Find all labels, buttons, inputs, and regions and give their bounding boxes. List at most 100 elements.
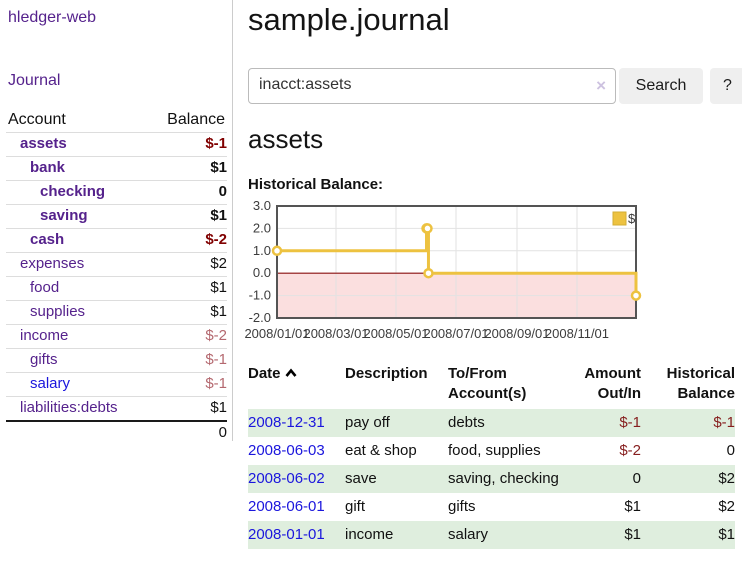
- search-button[interactable]: Search: [619, 68, 703, 104]
- main-content: sample.journal × Search ? assets Histori…: [240, 0, 742, 582]
- column-header-amount[interactable]: Amount Out/In: [584, 365, 641, 402]
- transaction-date[interactable]: 2008-01-01: [248, 521, 345, 549]
- transaction-balance: $2: [718, 498, 735, 515]
- sidebar-accounts-body: assets $-1 bank $1 checking 0 saving $1 cash $-2 e…: [6, 132, 227, 421]
- accounts-header-row: Account Balance: [6, 109, 227, 133]
- accounts-total-row: 0: [6, 420, 227, 445]
- page-title: sample.journal: [248, 2, 450, 37]
- transaction-date[interactable]: 2008-06-02: [248, 465, 345, 493]
- transaction-date-link[interactable]: 2008-06-01: [248, 498, 325, 515]
- account-row: supplies $1: [6, 300, 227, 325]
- account-link[interactable]: expenses: [20, 255, 85, 272]
- x-tick-label: 2008/09/01: [484, 326, 549, 341]
- transaction-description: income: [345, 521, 448, 549]
- transactions-body: 2008-12-31 pay off debts $-1 $-1 2008-06-03 ea…: [248, 409, 735, 549]
- account-link[interactable]: bank: [30, 159, 66, 176]
- account-balance: $1: [148, 156, 227, 181]
- transaction-date-link[interactable]: 2008-01-01: [248, 526, 325, 543]
- accounts-table: Account Balance assets $-1 bank $1 checking 0…: [6, 109, 227, 445]
- transaction-amount: 0: [568, 465, 648, 493]
- sort-asc-icon: [285, 368, 297, 377]
- accounts-header-account: Account: [8, 111, 66, 128]
- column-header-date[interactable]: Date: [248, 362, 345, 409]
- account-balance: $-1: [148, 372, 227, 397]
- account-row: saving $1: [6, 204, 227, 229]
- account-link[interactable]: assets: [20, 135, 67, 152]
- y-tick-label: 2.0: [253, 220, 271, 235]
- account-balance: $1: [148, 276, 227, 301]
- account-row: food $1: [6, 276, 227, 301]
- historical-balance-chart[interactable]: $3.0 2.0 1.0 0.0 -1.0 -2.02008/01/012008/03/0…: [240, 200, 742, 350]
- transaction-balance: $-1: [648, 409, 735, 437]
- account-balance: $-1: [148, 132, 227, 157]
- app-brand-link[interactable]: hledger-web: [8, 9, 97, 26]
- data-point: [422, 223, 433, 234]
- transaction-description: gift: [345, 498, 366, 515]
- account-link[interactable]: salary: [30, 375, 71, 392]
- account-balance: $-1: [148, 348, 227, 373]
- account-row: salary $-1: [6, 372, 227, 397]
- search-input[interactable]: [249, 69, 595, 101]
- transaction-date[interactable]: 2008-12-31: [248, 409, 345, 437]
- account-heading: assets: [248, 124, 324, 154]
- transaction-date[interactable]: 2008-06-01: [248, 493, 345, 521]
- column-header-description[interactable]: Description: [345, 365, 428, 382]
- transaction-date[interactable]: 2008-06-03: [248, 437, 345, 465]
- legend-label: $: [628, 211, 636, 226]
- transaction-row[interactable]: 2008-01-01 income salary $1 $1: [248, 521, 735, 549]
- y-tick-label: 0.0: [253, 265, 271, 280]
- help-button[interactable]: ?: [710, 68, 742, 104]
- plot-border: [276, 205, 637, 319]
- account-row: income $-2: [6, 324, 227, 349]
- clear-search-icon[interactable]: ×: [596, 76, 606, 95]
- transaction-row[interactable]: 2008-06-01 gift gifts $1 $2: [248, 493, 735, 521]
- data-point: [423, 267, 434, 279]
- y-tick-label: -2.0: [249, 310, 271, 325]
- transaction-accounts: debts: [448, 409, 568, 437]
- transaction-date-link[interactable]: 2008-06-02: [248, 470, 325, 487]
- account-balance: $-2: [148, 324, 227, 349]
- x-tick-label: 2008/03/01: [303, 326, 368, 341]
- account-link[interactable]: income: [20, 327, 69, 344]
- transactions-header-row: Date Description To/From Account(s) Amou…: [248, 362, 735, 409]
- transaction-date-link[interactable]: 2008-12-31: [248, 414, 325, 431]
- account-link[interactable]: gifts: [30, 351, 58, 368]
- column-header-accounts[interactable]: To/From Account(s): [448, 365, 527, 402]
- transaction-row[interactable]: 2008-06-02 save saving, checking 0 $2: [248, 465, 735, 493]
- transaction-accounts: saving, checking: [448, 465, 568, 493]
- account-balance: $2: [148, 252, 227, 277]
- y-tick-label: 1.0: [253, 243, 271, 258]
- x-tick-label: 2008/07/01: [423, 326, 488, 341]
- search-input-wrap: ×: [248, 68, 616, 104]
- sidebar-item-journal[interactable]: Journal: [8, 72, 61, 89]
- transaction-amount: $1: [624, 498, 641, 515]
- account-balance: $1: [148, 300, 227, 325]
- column-header-balance[interactable]: Historical Balance: [666, 365, 735, 402]
- account-link[interactable]: checking: [40, 183, 106, 200]
- transaction-accounts: food, supplies: [448, 442, 541, 459]
- transaction-balance: 0: [726, 442, 735, 459]
- transaction-row[interactable]: 2008-12-31 pay off debts $-1 $-1: [248, 409, 735, 437]
- account-row: gifts $-1: [6, 348, 227, 373]
- search-form: × Search ?: [248, 68, 742, 104]
- y-tick-label: -1.0: [249, 288, 271, 303]
- data-point: [271, 245, 283, 257]
- account-row: bank $1: [6, 156, 227, 181]
- account-balance: $-2: [148, 228, 227, 253]
- account-link[interactable]: liabilities:debts: [20, 399, 118, 416]
- account-link[interactable]: cash: [30, 231, 65, 248]
- transaction-description: eat & shop: [345, 442, 417, 459]
- transaction-row[interactable]: 2008-06-03 eat & shop food, supplies $-2 0: [248, 437, 735, 465]
- x-tick-label: 2008/11/01: [545, 326, 609, 341]
- account-row: expenses $2: [6, 252, 227, 277]
- account-link[interactable]: food: [30, 279, 60, 296]
- transaction-amount: $-1: [568, 409, 648, 437]
- data-point: [630, 290, 642, 301]
- account-link[interactable]: supplies: [30, 303, 86, 320]
- transaction-amount: $-2: [619, 442, 641, 459]
- transaction-date-link[interactable]: 2008-06-03: [248, 442, 325, 459]
- account-row: liabilities:debts $1: [6, 396, 227, 421]
- account-link[interactable]: saving: [40, 207, 88, 224]
- account-balance: 0: [148, 180, 227, 205]
- account-row: cash $-2: [6, 228, 227, 253]
